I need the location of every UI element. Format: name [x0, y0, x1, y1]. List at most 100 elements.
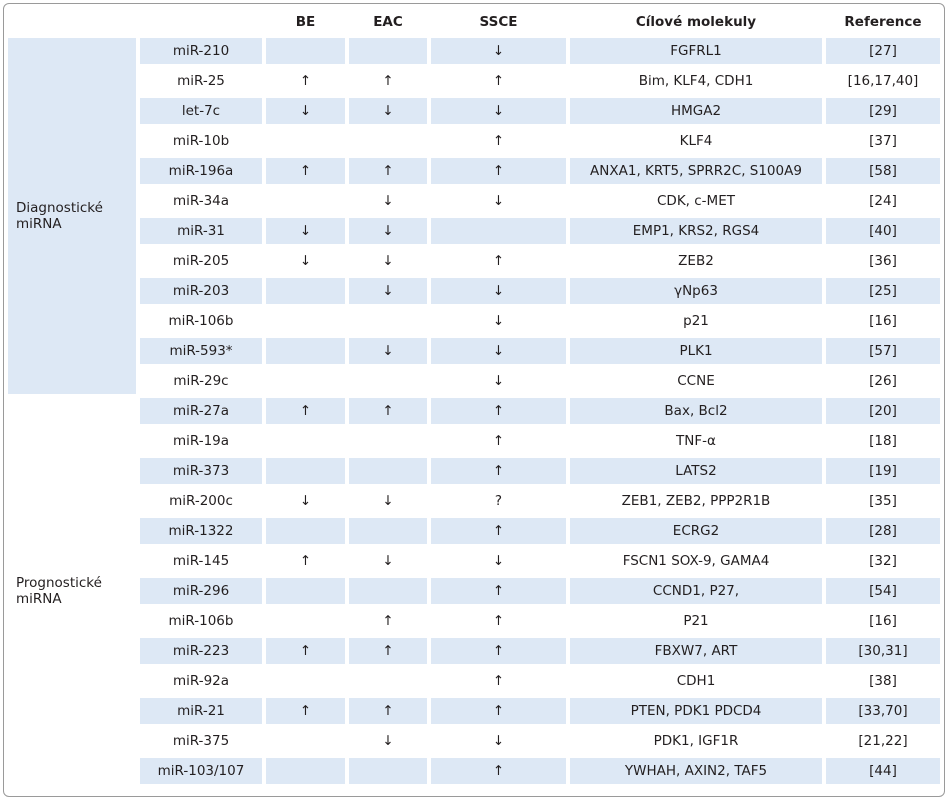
- table-cell: miR-34a: [172, 193, 230, 209]
- table-cell: γNp63: [570, 278, 822, 304]
- table-cell: ↓: [299, 493, 312, 509]
- table-cell: miR-196a: [140, 158, 262, 184]
- table-cell: miR-92a: [172, 673, 230, 689]
- table-cell: [349, 38, 427, 64]
- group-label: miRNA: [16, 216, 62, 232]
- table-cell: CCND1, P27,: [570, 578, 822, 604]
- table-cell: [58]: [826, 158, 940, 184]
- table-cell: PTEN, PDK1 PDCD4: [570, 698, 822, 724]
- table-cell: miR-373: [140, 458, 262, 484]
- table-cell: ↓: [431, 278, 566, 304]
- table-cell: [266, 338, 345, 364]
- table-cell: [20]: [826, 398, 940, 424]
- header-cell: Reference: [844, 14, 922, 30]
- table-cell: ↑: [382, 73, 394, 89]
- table-cell: CCNE: [677, 373, 715, 389]
- table-cell: [28]: [826, 518, 940, 544]
- table-cell: ↑: [431, 698, 566, 724]
- table-cell: ↓: [382, 253, 394, 269]
- table-cell: [266, 518, 345, 544]
- table-cell: miR-27a: [140, 398, 262, 424]
- table-cell: ↑: [349, 398, 427, 424]
- header-cell: BE: [295, 14, 316, 30]
- table-cell: [266, 368, 345, 394]
- table-cell: [266, 428, 345, 454]
- table-cell: ↓: [299, 253, 312, 269]
- table-cell: miR-106b: [168, 313, 234, 329]
- table-cell: CDH1: [676, 673, 716, 689]
- table-cell: miR-296: [140, 578, 262, 604]
- table-cell: [40]: [826, 218, 940, 244]
- table-cell: ↓: [492, 313, 505, 329]
- table-cell: miR-25: [177, 73, 225, 89]
- table-cell: ↓: [492, 193, 505, 209]
- table-cell: [349, 128, 427, 154]
- table-cell: p21: [683, 313, 709, 329]
- table-cell: [266, 308, 345, 334]
- table-cell: ↓: [266, 98, 345, 124]
- table-cell: [266, 128, 345, 154]
- table-cell: [32]: [869, 553, 897, 569]
- table-cell: ↑: [492, 433, 505, 449]
- table-cell: YWHAH, AXIN2, TAF5: [570, 758, 822, 784]
- table-cell: ↑: [299, 553, 312, 569]
- table-cell: [349, 668, 427, 694]
- table-cell: HMGA2: [570, 98, 822, 124]
- table-cell: [44]: [826, 758, 940, 784]
- table-cell: ↓: [382, 553, 394, 569]
- table-cell: PLK1: [570, 338, 822, 364]
- table-cell: ↑: [349, 698, 427, 724]
- table-cell: [266, 608, 345, 634]
- table-cell: [349, 758, 427, 784]
- group-cell: Prognostické miRNA: [8, 398, 136, 784]
- header-cell: EAC: [373, 14, 403, 30]
- table-cell: ANXA1, KRT5, SPRR2C, S100A9: [570, 158, 822, 184]
- table-cell: ↓: [349, 218, 427, 244]
- table-cell: miR-19a: [172, 433, 230, 449]
- table-cell: LATS2: [570, 458, 822, 484]
- table-cell: ↑: [431, 758, 566, 784]
- table-cell: miR-200c: [169, 493, 233, 509]
- table-cell: [29]: [826, 98, 940, 124]
- table-cell: ↑: [349, 158, 427, 184]
- table-cell: [349, 578, 427, 604]
- table-cell: [37]: [869, 133, 897, 149]
- table-cell: ↑: [431, 158, 566, 184]
- table-cell: ↑: [492, 613, 505, 629]
- table-cell: ↓: [431, 338, 566, 364]
- table-cell: ↑: [431, 638, 566, 664]
- table-cell: ZEB2: [678, 253, 714, 269]
- header-cell: Cílové molekuly: [635, 14, 757, 30]
- table-cell: Bim, KLF4, CDH1: [638, 73, 754, 89]
- table-cell: ↓: [431, 98, 566, 124]
- table-cell: [349, 518, 427, 544]
- group-label: Prognostické: [16, 575, 102, 591]
- table-cell: ↑: [349, 638, 427, 664]
- table-cell: ↓: [492, 733, 505, 749]
- table-frame: [3, 3, 945, 797]
- table-cell: [27]: [826, 38, 940, 64]
- table-cell: ZEB1, ZEB2, PPP2R1B: [621, 493, 771, 509]
- table-cell: ↓: [349, 278, 427, 304]
- table-cell: ↑: [492, 673, 505, 689]
- table-cell: ↓: [431, 38, 566, 64]
- group-label: miRNA: [16, 591, 62, 607]
- table-cell: ECRG2: [570, 518, 822, 544]
- table-cell: [38]: [869, 673, 897, 689]
- table-cell: miR-31: [140, 218, 262, 244]
- table-cell: miR-203: [140, 278, 262, 304]
- table-cell: [30,31]: [826, 638, 940, 664]
- table-cell: [33,70]: [826, 698, 940, 724]
- table-cell: miR-29c: [173, 373, 229, 389]
- table-cell: [16]: [869, 313, 897, 329]
- table-cell: PDK1, IGF1R: [653, 733, 739, 749]
- table-cell: ↑: [431, 458, 566, 484]
- table-cell: ↑: [492, 253, 505, 269]
- table-cell: [36]: [869, 253, 897, 269]
- table-cell: [266, 728, 345, 754]
- table-cell: ↑: [431, 518, 566, 544]
- table-cell: [266, 758, 345, 784]
- table-cell: ↓: [492, 373, 505, 389]
- table-cell: [16]: [869, 613, 897, 629]
- table-cell: [431, 218, 566, 244]
